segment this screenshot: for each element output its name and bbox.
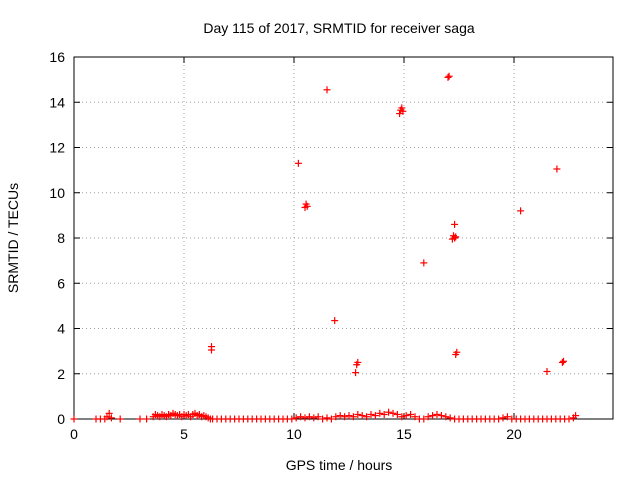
data-point xyxy=(433,410,441,418)
y-tick-label: 12 xyxy=(49,140,65,156)
data-point xyxy=(517,207,525,215)
data-point xyxy=(288,415,296,423)
data-point xyxy=(310,414,318,422)
data-point xyxy=(446,414,454,422)
data-point xyxy=(116,415,124,423)
data-point xyxy=(495,415,503,423)
data-point xyxy=(399,107,407,115)
data-point xyxy=(314,413,322,421)
y-tick-label: 8 xyxy=(57,230,65,246)
data-points xyxy=(70,72,580,423)
x-axis-label: GPS time / hours xyxy=(286,457,393,473)
data-point xyxy=(572,412,580,420)
data-point xyxy=(297,413,305,421)
x-tick-label: 10 xyxy=(286,426,302,442)
data-point xyxy=(208,343,215,351)
data-point xyxy=(445,72,453,80)
data-point xyxy=(105,409,113,417)
y-tick-label: 4 xyxy=(57,321,65,337)
data-point xyxy=(376,409,384,417)
data-point xyxy=(402,412,410,420)
data-point xyxy=(143,415,151,423)
data-point xyxy=(341,413,349,421)
data-point xyxy=(352,369,360,377)
y-tick-label: 6 xyxy=(57,275,65,291)
y-tick-label: 16 xyxy=(49,49,65,65)
y-tick-label: 2 xyxy=(57,366,65,382)
data-point xyxy=(393,410,401,418)
x-tick-label: 20 xyxy=(506,426,522,442)
data-point xyxy=(411,413,419,421)
data-point xyxy=(294,159,302,167)
data-point xyxy=(367,410,375,418)
data-point xyxy=(136,415,144,423)
y-axis-label: SRMTID / TECUs xyxy=(5,183,21,293)
data-point xyxy=(565,415,573,423)
data-point xyxy=(398,104,406,112)
data-point xyxy=(558,358,566,366)
data-point xyxy=(292,414,300,422)
data-point xyxy=(354,358,362,366)
data-point xyxy=(389,409,397,417)
y-tick-label: 0 xyxy=(57,411,65,427)
grid-lines xyxy=(74,57,613,419)
x-axis: 0 5 10 15 20 xyxy=(70,57,522,442)
data-point xyxy=(398,413,406,421)
x-tick-label: 0 xyxy=(70,426,78,442)
data-point xyxy=(442,413,450,421)
data-point xyxy=(332,413,340,421)
data-point xyxy=(336,412,344,420)
data-point xyxy=(349,413,357,421)
data-point xyxy=(543,367,551,375)
data-point xyxy=(424,413,432,421)
x-tick-label: 5 xyxy=(180,426,188,442)
data-point xyxy=(371,412,379,420)
data-point xyxy=(358,412,366,420)
data-point xyxy=(503,413,511,421)
data-point xyxy=(319,415,327,423)
data-point xyxy=(385,408,393,416)
data-point xyxy=(303,202,311,210)
y-axis: 0 2 4 6 8 10 12 14 16 xyxy=(49,49,613,427)
data-point xyxy=(452,233,460,241)
y-tick-label: 10 xyxy=(49,185,65,201)
data-point xyxy=(107,414,115,422)
data-point xyxy=(451,234,459,242)
data-point xyxy=(380,410,388,418)
x-tick-label: 15 xyxy=(396,426,412,442)
data-point xyxy=(331,317,339,325)
data-point xyxy=(560,357,567,365)
data-point xyxy=(420,415,428,423)
y-tick-label: 14 xyxy=(49,94,65,110)
data-point xyxy=(444,73,452,81)
data-point xyxy=(407,410,415,418)
data-point xyxy=(437,412,445,420)
data-point xyxy=(327,415,335,423)
data-point xyxy=(354,410,362,418)
data-point xyxy=(70,415,78,423)
data-point xyxy=(429,412,437,420)
data-point xyxy=(420,259,428,267)
data-point xyxy=(323,414,331,422)
data-point xyxy=(451,220,459,228)
chart-title: Day 115 of 2017, SRMTID for receiver sag… xyxy=(203,20,475,36)
data-point xyxy=(301,414,309,422)
data-point xyxy=(323,86,331,94)
data-point xyxy=(499,414,507,422)
data-point xyxy=(453,348,461,356)
data-point xyxy=(305,413,313,421)
data-point xyxy=(363,413,371,421)
data-point xyxy=(553,165,561,173)
data-point xyxy=(345,412,353,420)
